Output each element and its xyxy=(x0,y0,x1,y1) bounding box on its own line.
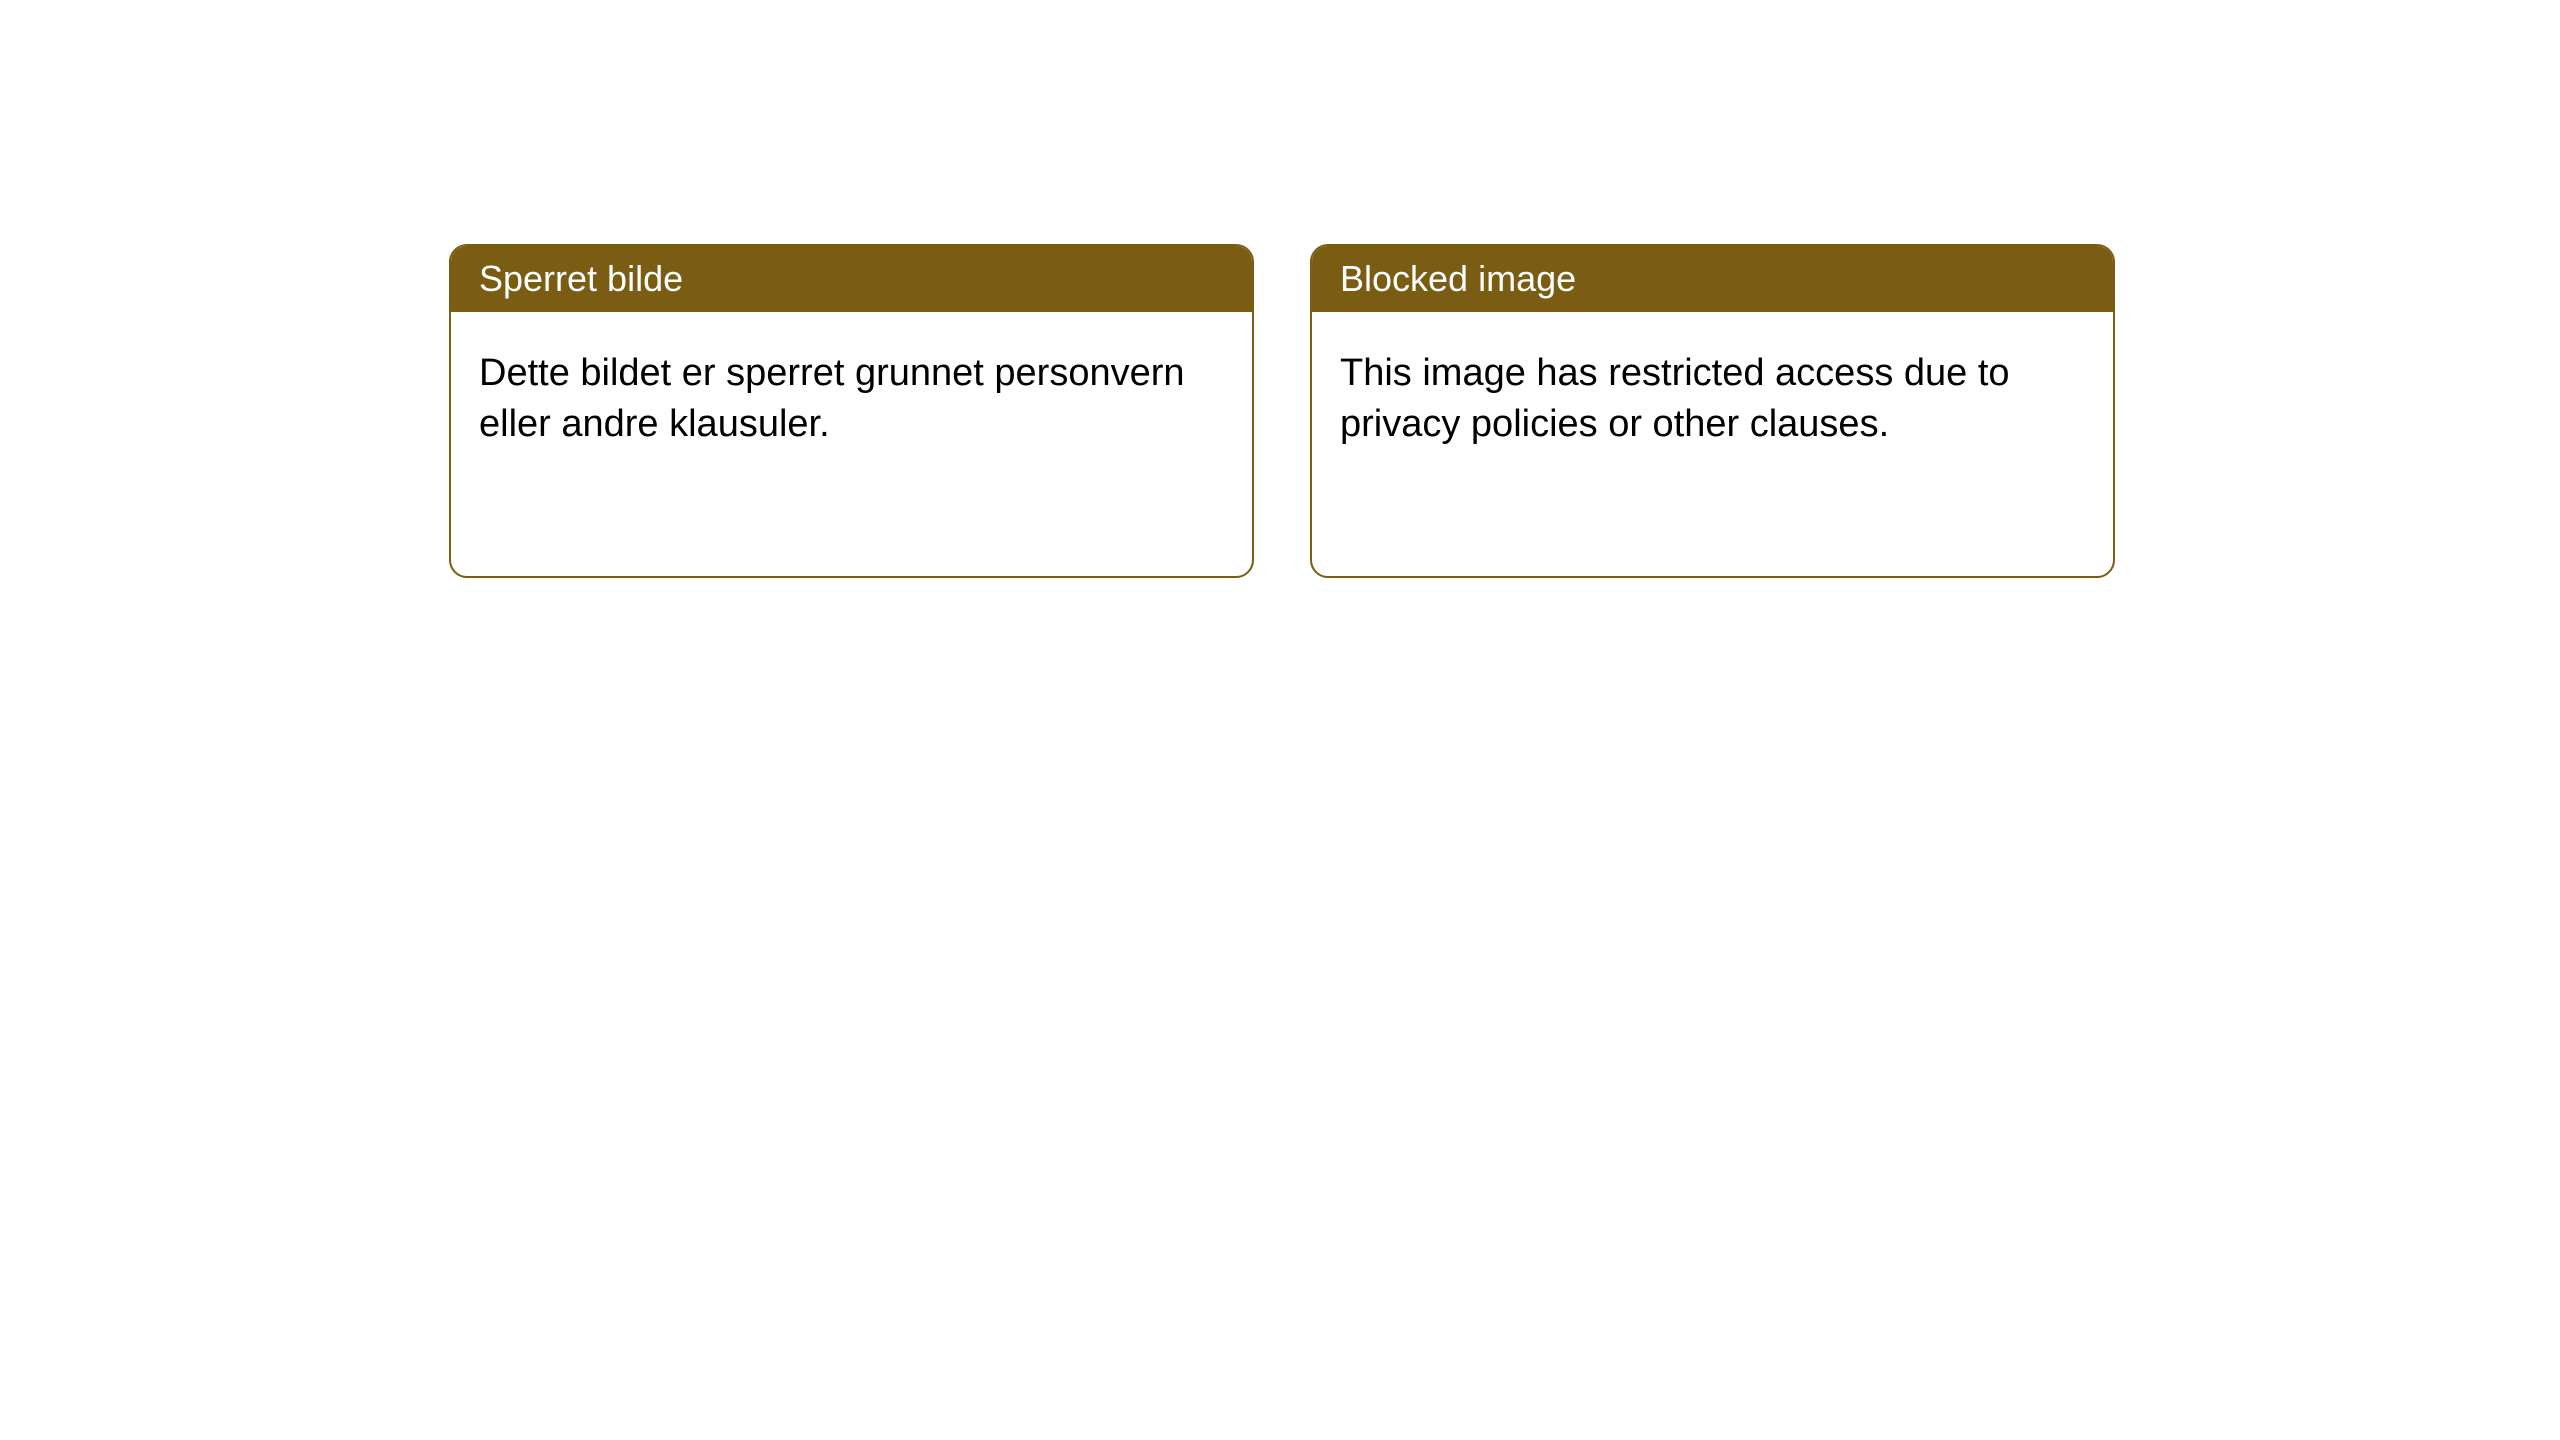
notice-card-norwegian: Sperret bilde Dette bildet er sperret gr… xyxy=(449,244,1254,578)
notice-title: Sperret bilde xyxy=(451,246,1252,312)
notice-body: Dette bildet er sperret grunnet personve… xyxy=(451,312,1252,487)
notice-body: This image has restricted access due to … xyxy=(1312,312,2113,487)
notice-card-english: Blocked image This image has restricted … xyxy=(1310,244,2115,578)
notice-container: Sperret bilde Dette bildet er sperret gr… xyxy=(449,244,2115,578)
notice-title: Blocked image xyxy=(1312,246,2113,312)
